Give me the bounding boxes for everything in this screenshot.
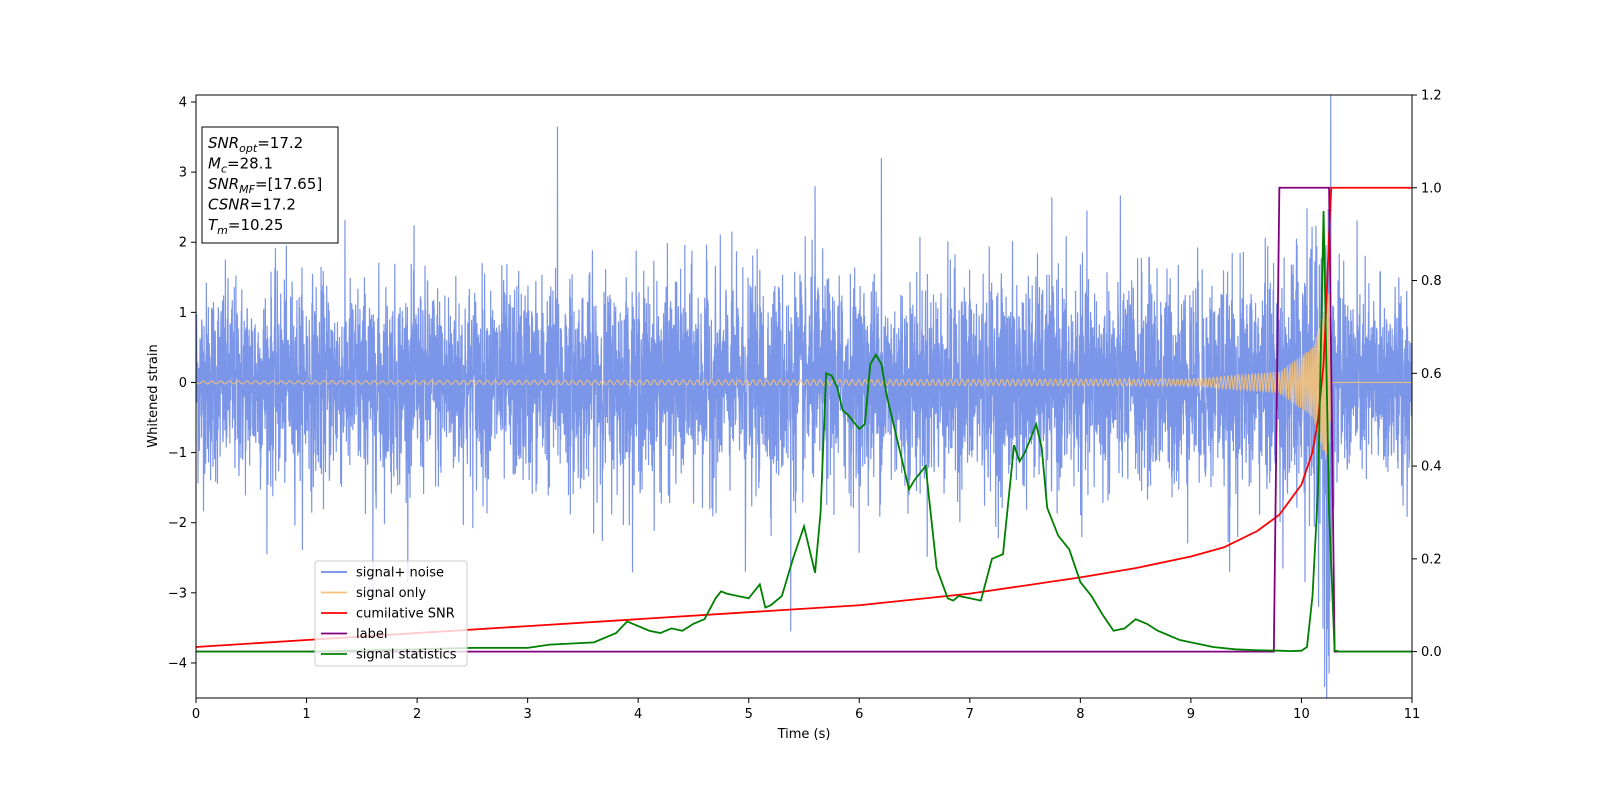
y2-tick-label: 0.8 (1421, 274, 1442, 289)
legend-entry-label: label (356, 627, 387, 642)
y2-tick-label: 1.2 (1421, 89, 1442, 104)
legend-entry-label: signal only (356, 586, 426, 601)
y-tick-label: −3 (168, 586, 187, 601)
legend-entry-label: signal+ noise (356, 566, 444, 581)
x-tick-label: 6 (855, 707, 863, 722)
legend-entry-label: signal statistics (356, 648, 457, 663)
y-tick-label: 1 (179, 306, 187, 321)
x-tick-label: 1 (302, 707, 310, 722)
x-tick-label: 5 (745, 707, 753, 722)
x-tick-label: 10 (1293, 707, 1310, 722)
x-tick-label: 4 (634, 707, 642, 722)
y-tick-label: 3 (179, 166, 187, 181)
x-tick-label: 11 (1404, 707, 1421, 722)
y2-tick-label: 0.0 (1421, 645, 1442, 660)
stats-line: Tm=10.25 (208, 216, 283, 237)
series-signal-noise-line (196, 95, 1412, 698)
y2-tick-label: 0.6 (1421, 367, 1442, 382)
stats-annotation-box: SNRopt=17.2Mc=28.1SNRMF=[17.65]CSNR=17.2… (201, 126, 339, 244)
y-tick-label: −2 (168, 516, 187, 531)
y-tick-label: −4 (168, 656, 187, 671)
x-tick-label: 8 (1076, 707, 1084, 722)
legend-entry-label: cumilative SNR (356, 607, 455, 622)
y-tick-label: 4 (179, 96, 187, 111)
x-axis-label: Time (s) (777, 727, 831, 742)
y2-tick-label: 0.2 (1421, 552, 1442, 567)
legend-frame (314, 560, 468, 667)
legend: signal+ noise signal only cumilative SNR la… (314, 560, 468, 667)
stats-line: CSNR=17.2 (208, 196, 296, 214)
y-axis-label: Whitened strain (146, 344, 161, 447)
x-tick-label: 0 (192, 707, 200, 722)
axis-ticks: 0 1 2 3 4 5 6 7 8 9 10 1143210−1−2−3−41.21.00.80.60… (168, 89, 1442, 723)
y-tick-label: 0 (179, 376, 187, 391)
y2-tick-label: 0.4 (1421, 460, 1442, 475)
y-tick-label: 2 (179, 236, 187, 251)
x-tick-label: 3 (523, 707, 531, 722)
x-tick-label: 9 (1187, 707, 1195, 722)
stats-line: SNRMF=[17.65] (208, 175, 322, 196)
series-cumilative-snr-line (196, 186, 1412, 648)
y2-tick-label: 1.0 (1421, 181, 1442, 196)
series-signal-statistics-line (196, 210, 1412, 653)
stats-line: Mc=28.1 (208, 155, 273, 176)
y-tick-label: −1 (168, 446, 187, 461)
x-tick-label: 2 (413, 707, 421, 722)
x-tick-label: 7 (966, 707, 974, 722)
stats-box-frame (201, 126, 339, 244)
axes-frame (195, 94, 1413, 699)
stats-line: SNRopt=17.2 (208, 134, 303, 155)
plot-area (196, 95, 1412, 698)
series-signal-only-line (196, 294, 1412, 471)
